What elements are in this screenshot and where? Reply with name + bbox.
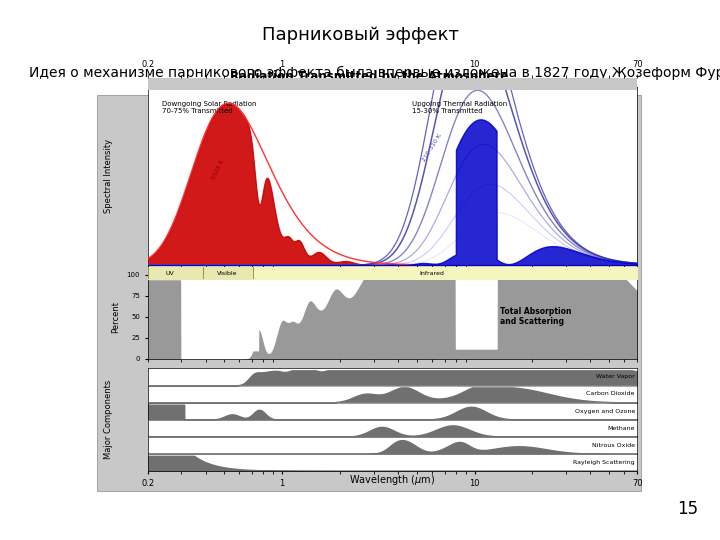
Text: Methane: Methane xyxy=(607,426,635,430)
Text: Идея о механизме парникового эффекта была впервые изложена в 1827 году Жозеформ : Идея о механизме парникового эффекта был… xyxy=(29,66,720,80)
Text: 5525 K: 5525 K xyxy=(211,159,225,180)
Text: Water Vapor: Water Vapor xyxy=(596,374,635,379)
Text: Spectral Intensity: Spectral Intensity xyxy=(104,139,112,213)
Text: Oxygen and Ozone: Oxygen and Ozone xyxy=(575,409,635,414)
Text: 210-310 K: 210-310 K xyxy=(422,133,443,163)
Text: UV: UV xyxy=(165,271,174,276)
Text: Rayleigh Scattering: Rayleigh Scattering xyxy=(573,460,635,465)
Text: Infrared: Infrared xyxy=(420,271,444,276)
Text: Downgoing Solar Radiation
70-75% Transmitted: Downgoing Solar Radiation 70-75% Transmi… xyxy=(162,101,257,114)
Text: Wavelength ($\mu$m): Wavelength ($\mu$m) xyxy=(349,473,436,487)
Text: Carbon Dioxide: Carbon Dioxide xyxy=(586,392,635,396)
Text: Total Absorption
and Scattering: Total Absorption and Scattering xyxy=(500,307,572,326)
Text: Visible: Visible xyxy=(217,271,238,276)
Text: 15: 15 xyxy=(678,501,698,518)
Text: Парниковый эффект: Парниковый эффект xyxy=(261,26,459,44)
Text: Nitrous Oxide: Nitrous Oxide xyxy=(592,443,635,448)
Bar xyxy=(97,94,641,491)
Text: Upgoing Thermal Radiation
15-30% Transmitted: Upgoing Thermal Radiation 15-30% Transmi… xyxy=(412,101,507,114)
Text: Radiation Transmitted by the Atmosphere: Radiation Transmitted by the Atmosphere xyxy=(230,70,508,83)
Text: Percent: Percent xyxy=(111,301,120,333)
Text: Major Components: Major Components xyxy=(104,380,112,459)
